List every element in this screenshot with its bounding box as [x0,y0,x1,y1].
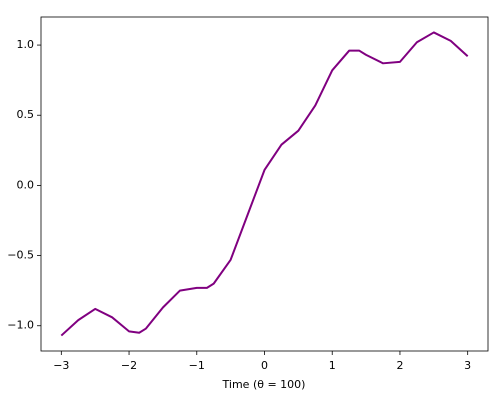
x-tick-label: 1 [329,359,336,372]
x-tick-label: −2 [121,359,137,372]
plot-frame [40,16,489,352]
x-tick-label: 3 [464,359,471,372]
x-tick-label: −3 [53,359,69,372]
y-tick-label: 1.0 [17,38,35,51]
x-tick-label: 0 [261,359,268,372]
x-tick-label: −1 [189,359,205,372]
y-tick-label: 0.5 [17,108,35,121]
x-tick-label: 2 [396,359,403,372]
y-tick-label: −0.5 [7,249,34,262]
y-tick-label: 0.0 [17,178,35,191]
y-tick-label: −1.0 [7,319,34,332]
x-axis-label: Time (θ = 100) [222,378,306,391]
data-line [60,31,469,337]
